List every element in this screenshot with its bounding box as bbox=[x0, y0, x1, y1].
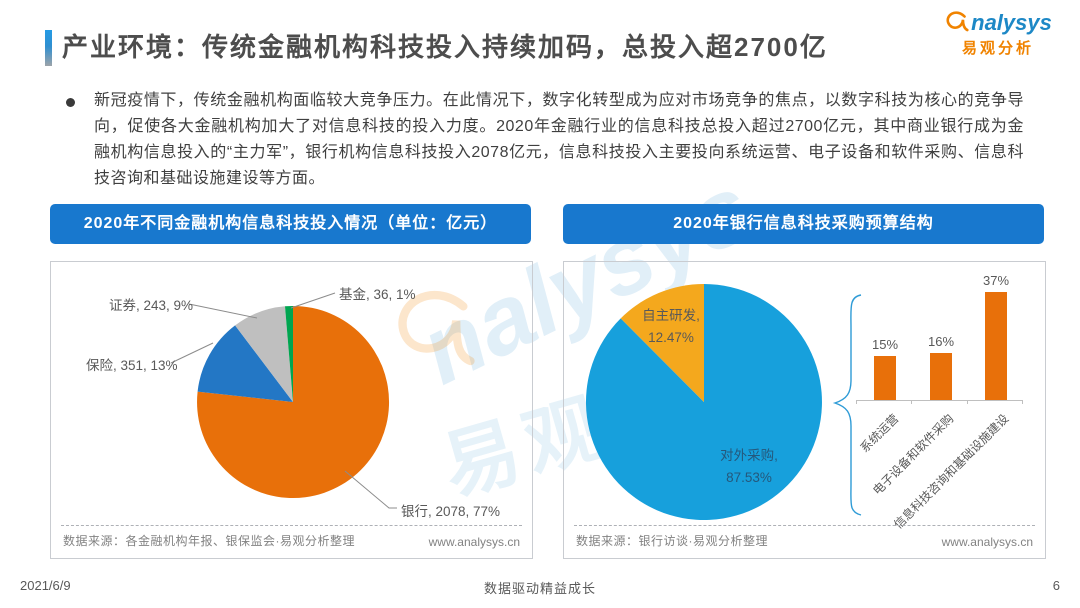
axis-tick bbox=[1022, 400, 1023, 404]
pie-label-insurance: 保险, 351, 13% bbox=[86, 358, 178, 373]
brand-logo: nalysys 易观分析 bbox=[938, 10, 1058, 58]
bar-value-label: 37% bbox=[982, 273, 1010, 288]
right-data-source: 数据来源：银行访谈·易观分析整理 bbox=[576, 534, 768, 548]
pie-label-banks: 银行, 2078, 77% bbox=[401, 504, 501, 519]
right-chart-title-banner: 2020年银行信息科技采购预算结构 bbox=[563, 204, 1044, 244]
left-data-source: 数据来源：各金融机构年报、银保监会·易观分析整理 bbox=[63, 534, 355, 548]
brand-name: nalysys bbox=[971, 10, 1052, 35]
bar-信息科技咨询和基础设施建设 bbox=[985, 292, 1007, 400]
title-accent-bar bbox=[45, 30, 52, 66]
axis-tick bbox=[911, 400, 912, 404]
pie-label-securities: 证券, 243, 9% bbox=[109, 298, 194, 313]
brace-connector bbox=[832, 294, 862, 516]
pie-label-inhouse: 自主研发, 12.47% bbox=[642, 308, 700, 345]
footer-page-number: 6 bbox=[1052, 578, 1060, 593]
axis-tick bbox=[967, 400, 968, 404]
pie-slice-基金 bbox=[285, 305, 293, 402]
footer-slogan: 数据驱动精益成长 bbox=[483, 581, 596, 596]
pie-slice-对外采购 bbox=[585, 284, 822, 520]
right-chart-panel: 自主研发, 12.47% 对外采购, 87.53% 15% 16% 37% 系统运营… bbox=[563, 261, 1046, 559]
pie-slice-自主研发 bbox=[620, 284, 704, 402]
procurement-pie-chart bbox=[585, 284, 862, 520]
right-website-link[interactable]: www.analysys.cn bbox=[941, 535, 1033, 549]
pie-slice-保险 bbox=[197, 325, 293, 402]
brand-name-cn: 易观分析 bbox=[961, 40, 1034, 57]
pie-slice-银行 bbox=[197, 306, 390, 498]
bar-value-label: 15% bbox=[871, 337, 899, 352]
left-website-link[interactable]: www.analysys.cn bbox=[428, 535, 520, 549]
divider bbox=[574, 525, 1035, 526]
bar-value-label: 16% bbox=[927, 334, 955, 349]
left-chart-title-banner: 2020年不同金融机构信息科技投入情况（单位：亿元） bbox=[50, 204, 531, 244]
bullet-icon bbox=[66, 98, 75, 107]
pie-label-funds: 基金, 36, 1% bbox=[339, 287, 416, 302]
institutions-pie-chart bbox=[170, 292, 397, 509]
divider bbox=[61, 525, 522, 526]
pie-label-outsourced: 对外采购, 87.53% bbox=[720, 448, 778, 485]
axis-tick bbox=[856, 400, 857, 404]
page-title: 产业环境：传统金融机构科技投入持续加码，总投入超2700亿 bbox=[62, 32, 828, 62]
pie-slice-证券 bbox=[235, 306, 293, 402]
x-axis bbox=[856, 400, 1022, 401]
intro-paragraph: 新冠疫情下，传统金融机构面临较大竞争压力。在此情况下，数字化转型成为应对市场竞争… bbox=[94, 92, 1024, 187]
bar-系统运营 bbox=[874, 356, 896, 400]
footer-date: 2021/6/9 bbox=[20, 578, 71, 593]
left-chart-panel: 证券, 243, 9% 基金, 36, 1% 保险, 351, 13% 银行, … bbox=[50, 261, 533, 559]
analysys-swirl-icon bbox=[946, 11, 969, 32]
bar-电子设备和软件采购 bbox=[930, 353, 952, 400]
